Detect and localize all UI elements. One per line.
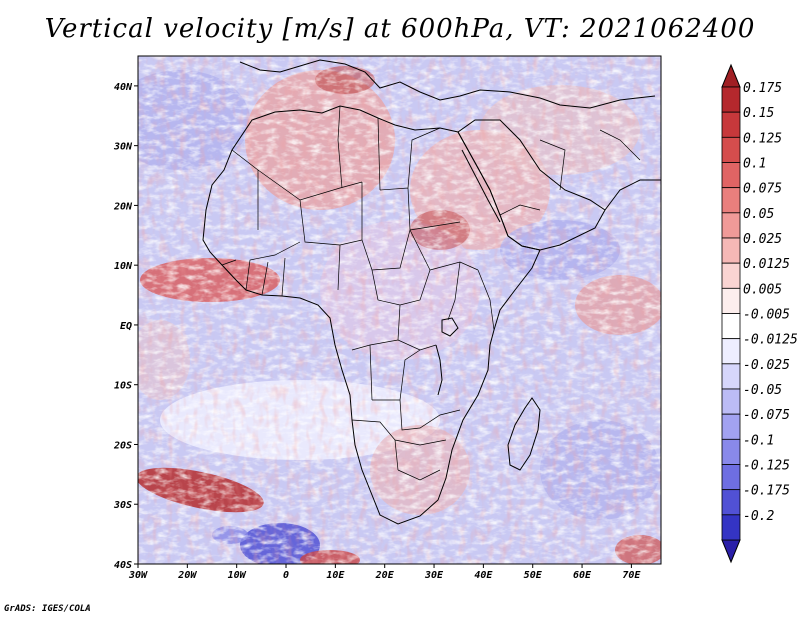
lat-tick-label: 40S <box>114 560 132 571</box>
colorbar-bin <box>721 489 741 516</box>
colorbar-bin <box>721 212 741 239</box>
colorbar-bin <box>721 413 741 440</box>
colorbar-label: -0.1 <box>743 433 774 448</box>
colorbar-bin <box>721 287 741 314</box>
colorbar-label: 0.005 <box>743 282 782 297</box>
lat-tick-label: 30N <box>113 142 133 153</box>
lake-tanganyika <box>435 344 443 396</box>
colorbar-label: -0.05 <box>743 383 782 398</box>
colorbar-bin <box>721 464 741 491</box>
colorbar-bin <box>721 86 741 113</box>
colorbar-label: -0.005 <box>743 308 790 323</box>
colorbar-bin <box>721 388 741 415</box>
colorbar-label: 0.025 <box>743 232 782 247</box>
red-sea <box>461 149 501 223</box>
colorbar-bin <box>721 111 741 138</box>
plot-frame <box>137 55 662 565</box>
velocity-field <box>138 56 661 564</box>
colorbar-top-arrow <box>721 63 741 88</box>
colorbar-label: -0.2 <box>743 509 774 524</box>
colorbar-bin <box>721 262 741 289</box>
lon-tick-label: 0 <box>283 570 289 581</box>
lake-victoria <box>441 317 459 337</box>
lat-tick-label: 10N <box>114 261 133 272</box>
coastlines <box>202 59 661 525</box>
lat-axis: 40N 30N 20N 10N EQ 10S 20S 30S 40S <box>113 82 138 571</box>
lat-tick-label: 30S <box>113 500 132 511</box>
madagascar-coastline <box>507 397 541 471</box>
lon-tick-label: 70E <box>622 570 641 581</box>
lon-tick-label: 10W <box>228 570 247 581</box>
asia-coastline <box>604 179 661 211</box>
colorbar-bin <box>721 338 741 365</box>
lon-tick-label: 40E <box>474 570 493 581</box>
lon-tick-label: 30W <box>128 570 148 581</box>
lon-tick-label: 60E <box>573 570 592 581</box>
colorbar-bin <box>721 438 741 465</box>
colorbar: 0.175 0.15 0.125 0.1 0.075 0.05 0.025 0.0125 0.0… <box>721 63 798 564</box>
colorbar-bin <box>721 313 741 340</box>
lat-tick-label: 10S <box>114 381 132 392</box>
lon-tick-label: 50E <box>524 570 543 581</box>
arabia-coastline <box>457 119 606 251</box>
colorbar-label: -0.075 <box>743 408 790 423</box>
africa-coastline <box>202 105 541 525</box>
colorbar-bin <box>721 363 741 390</box>
lon-tick-label: 30E <box>424 570 444 581</box>
colorbar-label: 0.1 <box>743 157 766 172</box>
colorbar-label: 0.05 <box>743 207 774 222</box>
colorbar-label: -0.125 <box>743 459 790 474</box>
border-lines <box>221 105 641 481</box>
europe-coastline <box>239 59 656 109</box>
colorbar-bin <box>721 162 741 189</box>
colorbar-label: -0.0125 <box>743 333 798 348</box>
colorbar-label: 0.125 <box>743 131 782 146</box>
colorbar-label: 0.175 <box>743 81 782 96</box>
lat-tick-label: 40N <box>114 82 133 93</box>
chart-title: Vertical velocity [m/s] at 600hPa, VT: 2… <box>44 14 756 44</box>
lon-tick-label: 10E <box>326 570 345 581</box>
lat-tick-label: EQ <box>120 321 132 332</box>
colorbar-label: 0.0125 <box>743 257 790 272</box>
lon-axis: 30W 20W 10W 0 10E 20E 30E 40E 50E 60E 70E <box>128 564 641 581</box>
grads-credit: GrADS: IGES/COLA <box>4 604 91 614</box>
colorbar-label: 0.15 <box>743 106 774 121</box>
lat-tick-label: 20N <box>113 201 133 212</box>
lat-tick-label: 20S <box>113 440 132 451</box>
colorbar-bottom-arrow <box>721 539 741 564</box>
colorbar-bin <box>721 136 741 163</box>
colorbar-bin <box>721 514 741 541</box>
lon-tick-label: 20W <box>177 570 197 581</box>
colorbar-label: -0.175 <box>743 484 790 499</box>
colorbar-bin <box>721 187 741 214</box>
colorbar-bin <box>721 237 741 264</box>
country-borders <box>221 105 641 481</box>
colorbar-label: -0.025 <box>743 358 790 373</box>
lon-tick-label: 20E <box>375 570 395 581</box>
colorbar-label: 0.075 <box>743 182 782 197</box>
